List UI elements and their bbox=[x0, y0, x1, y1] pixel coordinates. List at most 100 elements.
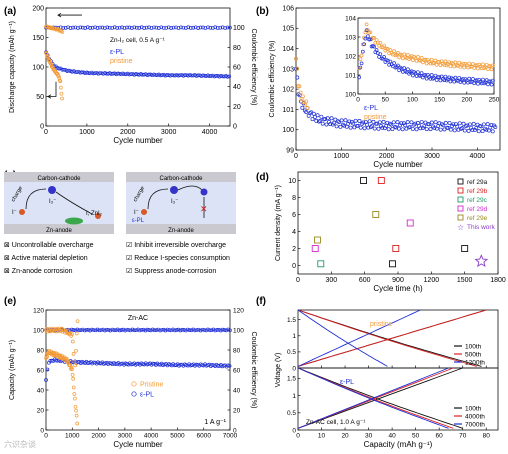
ce-point-epl bbox=[452, 128, 457, 133]
anode-bar bbox=[4, 224, 114, 234]
ce-point-epl bbox=[154, 25, 159, 30]
legend-symbol bbox=[131, 381, 137, 387]
ce-point-epl bbox=[163, 328, 168, 333]
ce-point-epl bbox=[489, 123, 494, 128]
ce-point-epl bbox=[195, 328, 199, 332]
ce-point-epl bbox=[88, 328, 93, 333]
legend-label-epl: ε-PL bbox=[110, 49, 124, 56]
star-point bbox=[474, 254, 489, 268]
capacity-point-epl bbox=[201, 73, 205, 78]
inset-point-epl bbox=[411, 73, 415, 78]
ce-point-epl bbox=[209, 328, 214, 333]
product-ion bbox=[95, 213, 101, 219]
inset-point-epl bbox=[474, 78, 479, 83]
ce-point-epl bbox=[75, 327, 80, 332]
ce-point-epl bbox=[480, 129, 485, 134]
solution-item: ☑ Suppress anode-corrosion bbox=[126, 267, 216, 275]
ce-point-epl bbox=[117, 25, 122, 30]
ce-point-epl bbox=[295, 75, 300, 80]
y-tick-label: 60 bbox=[37, 367, 45, 374]
capacity-point-pristine bbox=[49, 62, 54, 67]
inset-point-pristine bbox=[474, 63, 479, 67]
square-point bbox=[313, 236, 321, 244]
ce-point-epl bbox=[85, 25, 90, 30]
product-label: I; ZnI₂ bbox=[86, 211, 103, 217]
ce-point-epl bbox=[141, 327, 146, 332]
ce-point-epl bbox=[110, 327, 115, 332]
ce-point-epl bbox=[161, 327, 166, 332]
inset-point-pristine bbox=[479, 66, 484, 71]
ce-point-epl bbox=[414, 127, 419, 132]
ce-point-epl bbox=[191, 327, 196, 332]
ce-point-epl bbox=[490, 129, 495, 134]
ce-point-epl bbox=[320, 121, 325, 126]
inset-point-epl bbox=[448, 79, 453, 84]
inset-point-pristine bbox=[419, 56, 424, 60]
capacity-point-epl bbox=[111, 71, 115, 76]
inset-point-epl bbox=[442, 78, 447, 82]
capacity-point-epl bbox=[210, 363, 215, 367]
ce-point-epl bbox=[114, 328, 118, 333]
inset-point-epl bbox=[419, 71, 424, 75]
y-axis-label-right: Coulombic efficiency (%) bbox=[250, 332, 257, 409]
iodide-label: I⁻ bbox=[134, 210, 139, 216]
y-axis-label: Voltage (V) bbox=[275, 353, 282, 388]
arrow-left bbox=[57, 12, 82, 18]
inset-point-epl bbox=[399, 66, 404, 71]
ce-point-epl bbox=[103, 26, 107, 30]
ce-point-epl bbox=[300, 105, 305, 110]
ce-point-epl bbox=[63, 25, 68, 30]
ce-point-epl bbox=[348, 125, 353, 130]
discharge-curve bbox=[297, 367, 449, 429]
x-tick-label: 0 bbox=[356, 97, 360, 104]
capacity-point-epl bbox=[145, 73, 150, 77]
ce-point-epl bbox=[189, 328, 194, 333]
inset-point-pristine bbox=[436, 60, 440, 64]
inset-point-epl bbox=[365, 34, 370, 39]
x-tick-label: 50 bbox=[382, 97, 390, 104]
ce-point-epl bbox=[88, 26, 93, 30]
inset-point-pristine bbox=[411, 58, 415, 63]
ce-point-pristine bbox=[48, 25, 52, 30]
x-tick-label: 900 bbox=[392, 277, 404, 284]
ce-point-pristine bbox=[297, 84, 302, 89]
y-tick-label: 105 bbox=[282, 26, 294, 33]
inset-point-pristine bbox=[448, 64, 453, 69]
x-tick-label: 60 bbox=[436, 433, 444, 440]
anode-bar bbox=[126, 224, 236, 234]
inset-point-epl bbox=[372, 44, 376, 49]
inset-point-pristine bbox=[453, 60, 458, 65]
panel-b: 0 1000 2000 3000 400099100101102103104105106… bbox=[256, 5, 501, 169]
ce-point-epl bbox=[149, 328, 153, 333]
x-tick-label: 4000 bbox=[470, 153, 486, 160]
square-point bbox=[372, 211, 380, 218]
inset-point-pristine bbox=[429, 57, 434, 62]
inset-point-pristine bbox=[428, 61, 433, 66]
subplot-label: ε-PL bbox=[340, 379, 354, 386]
inset-point-pristine bbox=[489, 67, 494, 72]
y-axis-label-right: Coulombic efficiency (%) bbox=[250, 29, 257, 106]
legend-symbol bbox=[131, 391, 137, 397]
ce-point-epl bbox=[448, 127, 453, 132]
capacity-point-pristine bbox=[66, 359, 71, 364]
ce-point-epl bbox=[353, 118, 358, 123]
ce-point-epl bbox=[119, 328, 124, 332]
panel-d: 0 300 600 900 1200 1500 1800 0 2 4 6 8 10 (d) Cycle ti… bbox=[256, 171, 506, 293]
inset-point-epl bbox=[363, 36, 368, 41]
ce-point-epl bbox=[311, 111, 316, 116]
capacity-point-epl bbox=[151, 361, 155, 366]
y-tick-label-right: 40 bbox=[233, 84, 241, 91]
ce-point-epl bbox=[98, 25, 102, 30]
capacity-point-pristine bbox=[73, 396, 77, 401]
capacity-point-epl bbox=[227, 74, 232, 79]
problem-item: ⊠ Active material depletion bbox=[4, 255, 88, 262]
y-tick-label-right: 20 bbox=[233, 408, 241, 415]
capacity-point-epl bbox=[62, 67, 66, 72]
inset-point-pristine bbox=[368, 30, 373, 35]
ce-point-epl bbox=[443, 120, 448, 125]
x-tick-label: 0 bbox=[296, 433, 300, 440]
inset-point-epl bbox=[396, 63, 400, 68]
ce-point-epl bbox=[130, 327, 135, 332]
capacity-point-epl bbox=[98, 71, 102, 75]
ce-point-epl bbox=[220, 25, 225, 30]
